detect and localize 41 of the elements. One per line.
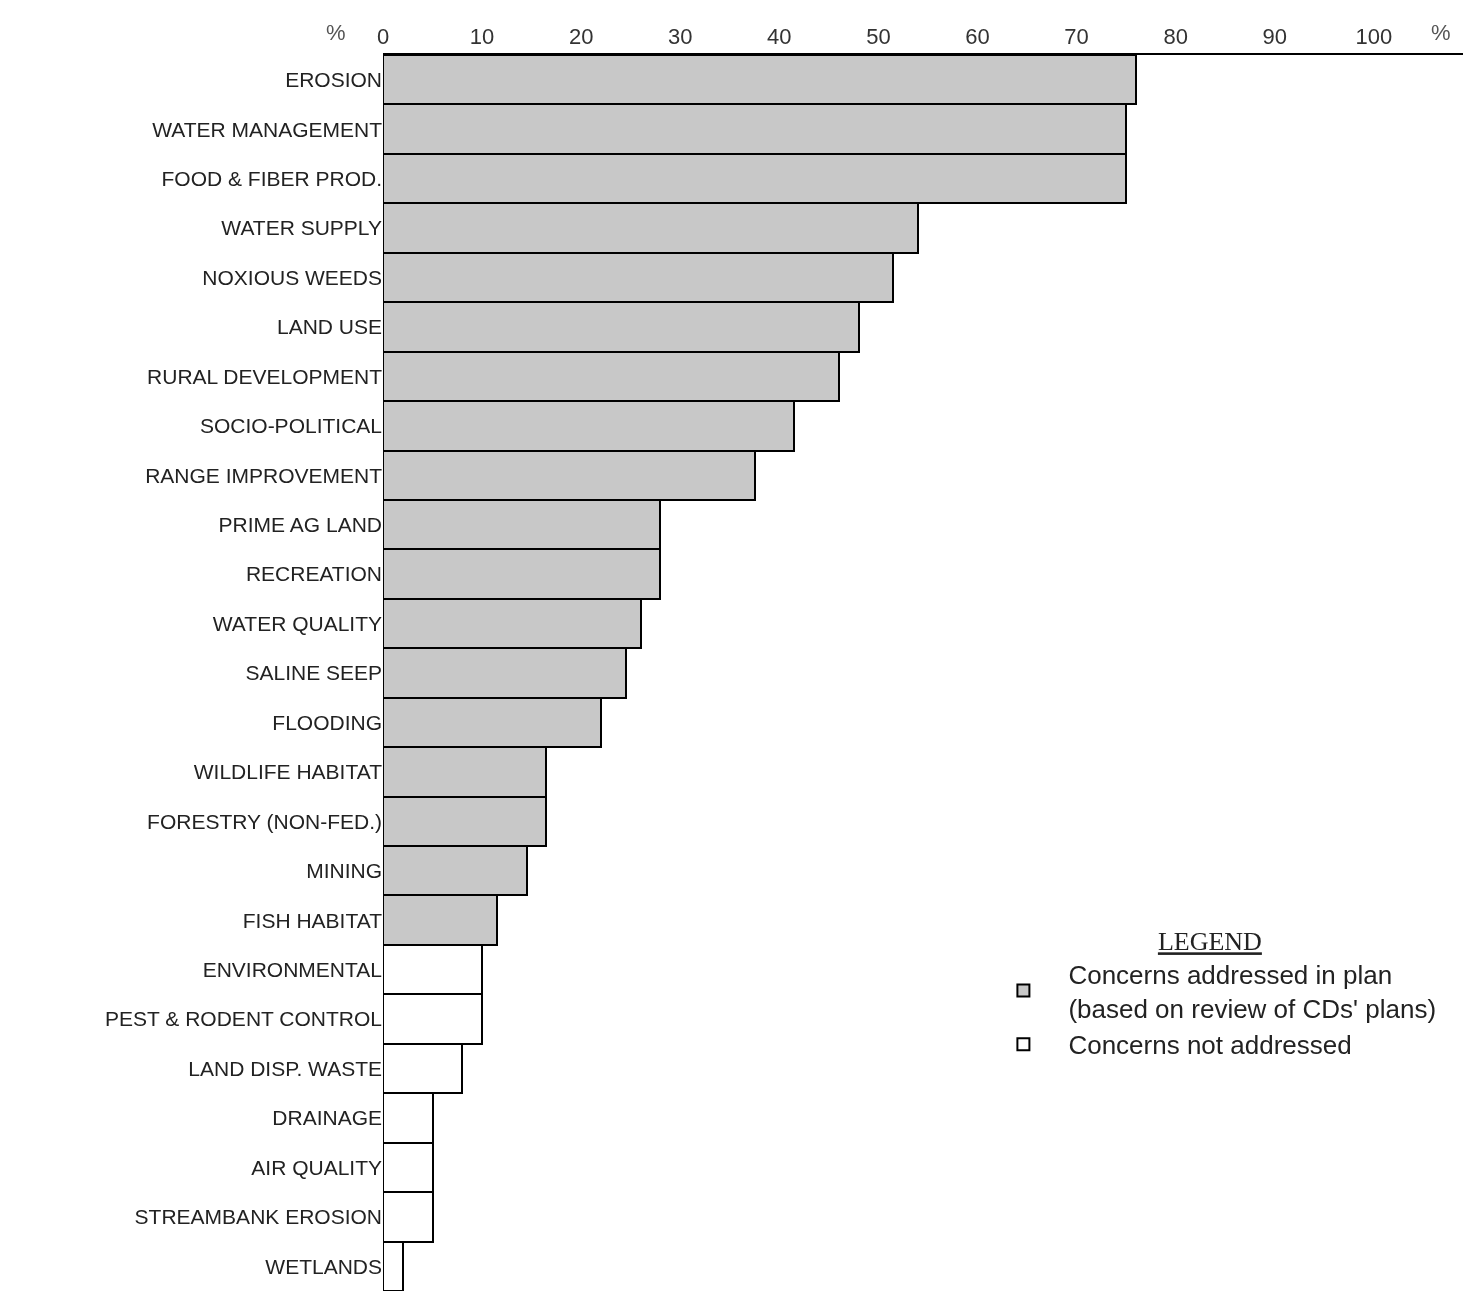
y-tick-label: SALINE SEEP xyxy=(245,661,382,685)
y-tick-label: PEST & RODENT CONTROL xyxy=(105,1007,382,1031)
y-tick-label: EROSION xyxy=(285,68,382,92)
x-tick-label: 60 xyxy=(965,24,990,50)
x-tick-label: 90 xyxy=(1262,24,1287,50)
y-tick-label: WILDLIFE HABITAT xyxy=(193,760,383,784)
y-tick-label: FORESTRY (NON-FED.) xyxy=(147,809,382,833)
y-tick-label: WATER QUALITY xyxy=(212,611,382,635)
y-tick-label: FOOD & FIBER PROD. xyxy=(161,166,382,190)
y-tick-label: SOCIO-POLITICAL xyxy=(199,414,382,438)
y-tick-label: ENVIRONMENTAL xyxy=(202,957,382,981)
y-tick-label: FISH HABITAT xyxy=(242,908,383,932)
y-tick-label: AIR QUALITY xyxy=(251,1155,382,1179)
y-tick-label: STREAMBANK EROSION xyxy=(134,1205,382,1229)
legend-label: Concerns not addressed xyxy=(1068,1030,1352,1061)
x-tick-label: 0 xyxy=(376,24,390,50)
y-tick-label: WATER SUPPLY xyxy=(221,216,382,240)
y-tick-label: RECREATION xyxy=(245,562,382,586)
x-tick-label: 10 xyxy=(469,24,495,50)
y-tick-label: FLOODING xyxy=(272,710,382,734)
x-tick-label: 40 xyxy=(767,24,792,50)
text: % xyxy=(1431,20,1451,45)
y-tick-label: PRIME AG LAND xyxy=(218,513,382,537)
text: % xyxy=(326,20,346,45)
y-tick-label: MINING xyxy=(306,859,382,883)
x-tick-label: 100 xyxy=(1355,24,1393,50)
x-tick-label: 20 xyxy=(568,24,594,50)
x-tick-label: 30 xyxy=(668,24,693,50)
y-tick-label: RURAL DEVELOPMENT xyxy=(147,364,383,388)
y-tick-label: NOXIOUS WEEDS xyxy=(202,265,382,289)
legend-title: LEGEND xyxy=(1157,927,1262,957)
y-tick-label: WETLANDS xyxy=(265,1254,382,1278)
y-tick-label: DRAINAGE xyxy=(272,1106,382,1130)
legend-label: Concerns addressed in plan (based on review of CDs' plans) xyxy=(1068,959,1437,1024)
x-tick-label: 50 xyxy=(866,24,891,50)
y-tick-label: WATER MANAGEMENT xyxy=(152,117,383,141)
x-tick-label: 80 xyxy=(1163,24,1188,50)
y-tick-label: RANGE IMPROVEMENT xyxy=(145,463,383,487)
x-tick-label: 70 xyxy=(1064,24,1089,50)
y-tick-label: LAND DISP. WASTE xyxy=(188,1056,382,1080)
y-tick-label: LAND USE xyxy=(276,315,382,339)
